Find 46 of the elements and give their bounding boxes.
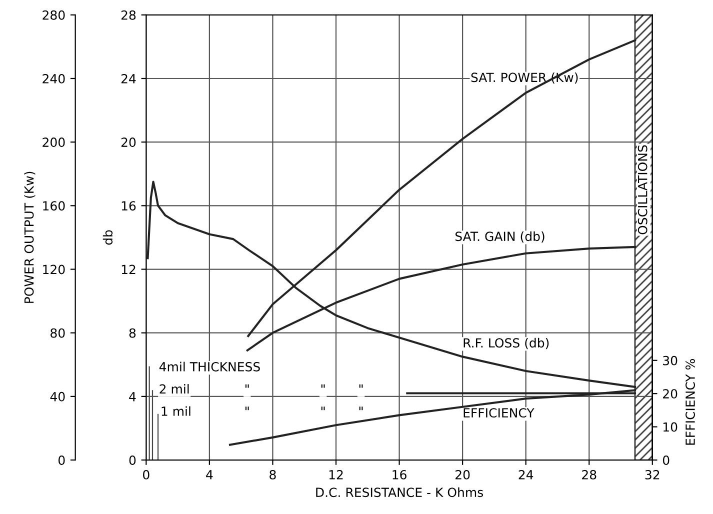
- x-tick-label: 4: [206, 470, 213, 480]
- annotation: ": [321, 406, 325, 410]
- y2-tick-label: 40: [50, 392, 65, 402]
- y3-axis-title: EFFICIENCY %: [686, 359, 695, 445]
- y3-tick-label: 30: [663, 356, 678, 366]
- y-tick-label: 20: [121, 138, 136, 148]
- y-tick-label: 28: [121, 10, 136, 20]
- x-tick-label: 32: [645, 470, 660, 480]
- y-axis-title: db: [102, 230, 113, 245]
- y2-axis-title: POWER OUTPUT (Kw): [24, 172, 36, 303]
- y2-tick-label: 280: [42, 10, 65, 20]
- y2-tick-label: 80: [50, 328, 65, 338]
- annotation: 4mil THICKNESS: [159, 362, 260, 372]
- y2-tick-label: 0: [58, 456, 65, 465]
- annotation: 1 mil: [162, 406, 190, 416]
- y-tick-label: 16: [122, 201, 136, 211]
- y-tick-label: 8: [129, 328, 136, 338]
- annotation: ": [359, 384, 363, 388]
- annotation: ": [359, 406, 363, 410]
- x-axis-title: D.C. RESISTANCE - K Ohms: [316, 487, 484, 498]
- y2-tick-label: 160: [43, 201, 65, 211]
- y2-tick-label: 200: [42, 138, 65, 148]
- annotation: 2 mil: [160, 384, 189, 394]
- y-tick-label: 0: [129, 456, 136, 465]
- annotation: ": [245, 406, 249, 410]
- annotation: ": [245, 384, 249, 388]
- annotation: EFFICIENCY: [464, 408, 534, 418]
- x-tick-label: 12: [329, 470, 343, 480]
- y2-tick-label: 120: [43, 264, 65, 274]
- y2-tick-label: 240: [42, 74, 65, 84]
- band-label: OSCILLATIONS: [638, 145, 648, 234]
- y3-tick-label: 20: [663, 389, 678, 399]
- x-tick-label: 16: [392, 470, 406, 480]
- y-tick-label: 24: [121, 74, 136, 84]
- y3-tick-label: 0: [662, 456, 670, 465]
- annotation: ": [321, 384, 325, 388]
- x-tick-label: 24: [518, 470, 534, 480]
- x-tick-label: 0: [143, 470, 150, 480]
- x-tick-label: 20: [456, 470, 470, 480]
- y3-tick-label: 10: [663, 422, 678, 432]
- annotation: R.F. LOSS (db): [464, 338, 549, 350]
- y-tick-label: 12: [122, 264, 136, 274]
- x-tick-label: 8: [270, 470, 276, 480]
- y-tick-label: 4: [129, 392, 136, 402]
- x-tick-label: 28: [582, 470, 596, 480]
- annotation: SAT. GAIN (db): [455, 231, 544, 243]
